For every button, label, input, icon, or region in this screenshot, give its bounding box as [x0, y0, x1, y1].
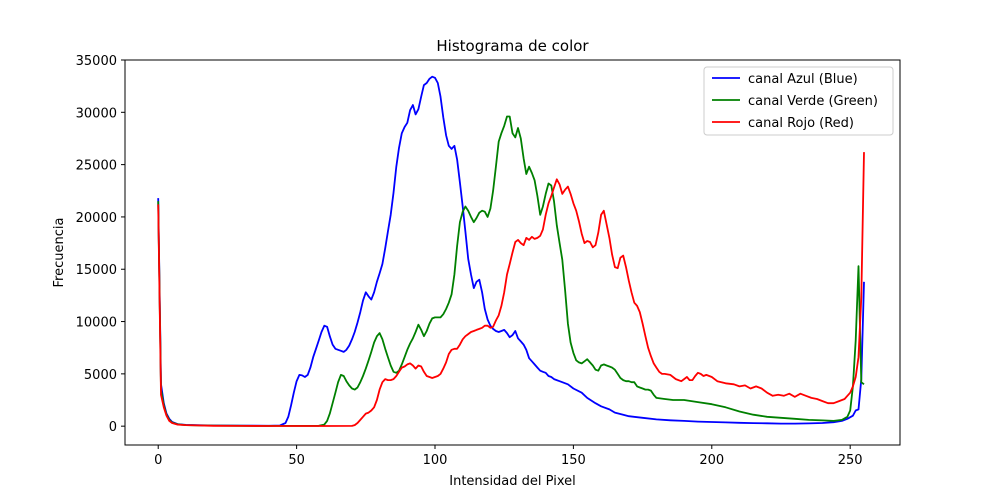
y-tick-label: 10000	[76, 316, 117, 331]
y-tick-label: 5000	[84, 368, 117, 383]
x-tick-label: 250	[838, 453, 863, 468]
legend-entry-green: canal Verde (Green)	[748, 94, 878, 109]
x-tick-label: 200	[699, 453, 724, 468]
y-tick-label: 25000	[76, 159, 117, 174]
legend-entry-blue: canal Azul (Blue)	[748, 72, 858, 87]
series-line-blue	[157, 75, 865, 427]
x-tick-label: 150	[561, 453, 586, 468]
legend-entry-red: canal Rojo (Red)	[748, 116, 854, 131]
plot-frame	[124, 59, 901, 446]
y-axis-label: Frecuencia	[52, 218, 67, 288]
y-tick-label: 15000	[76, 263, 117, 278]
legend: canal Azul (Blue) canal Verde (Green) ca…	[703, 66, 894, 136]
y-axis-ticks: 0 5000 10000 15000 20000 25000 30000 35000	[76, 54, 125, 435]
x-tick-label: 0	[154, 453, 162, 468]
series-line-red	[157, 152, 865, 427]
series-line-green	[157, 115, 865, 427]
y-tick-label: 20000	[76, 211, 117, 226]
y-tick-label: 30000	[76, 106, 117, 121]
chart-title: Histograma de color	[436, 37, 589, 55]
y-tick-label: 35000	[76, 54, 117, 69]
series-layer	[157, 75, 865, 427]
x-tick-label: 50	[288, 453, 305, 468]
x-axis-ticks: 0 50 100 150 200 250	[154, 445, 863, 468]
legend-box	[703, 66, 894, 136]
x-axis-label: Intensidad del Pixel	[449, 474, 575, 489]
y-tick-label: 0	[109, 420, 117, 435]
x-tick-label: 100	[423, 453, 448, 468]
